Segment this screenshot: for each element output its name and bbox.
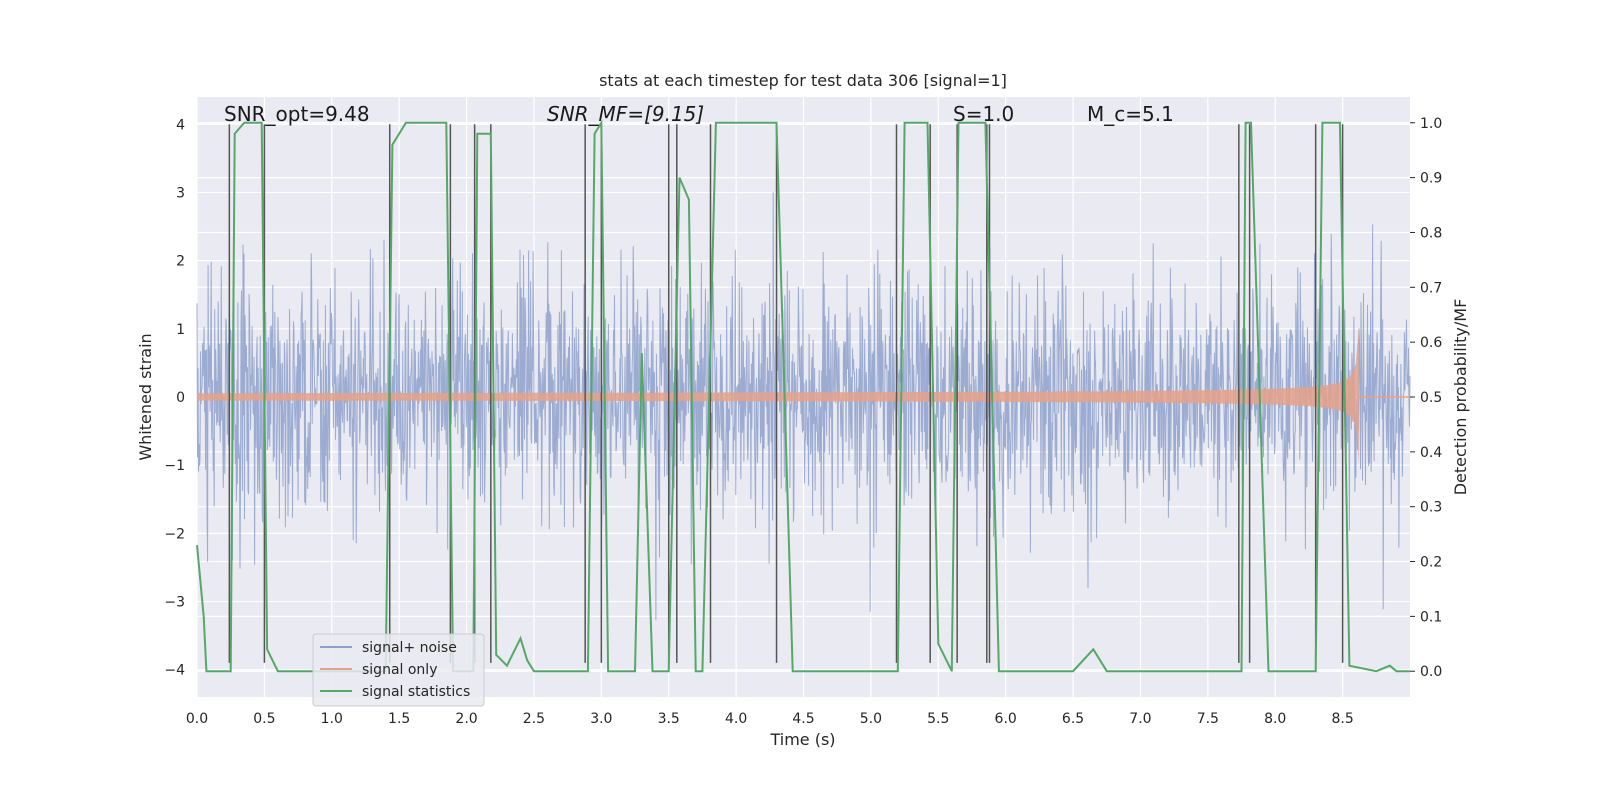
y2-axis-label: Detection probability/MF [1451, 299, 1470, 496]
x-tick-label-12: 6.0 [995, 711, 1017, 727]
y2-tick-label-8: 0.8 [1420, 225, 1442, 241]
chart-title: stats at each timestep for test data 306… [599, 71, 1007, 90]
x-axis: 0.0 0.5 1.0 1.5 2.0 2.5 3.0 3.5 4.0 4.5 5.0 5.5 6.0 6… [186, 711, 1354, 727]
y-tick-label-7: 3 [176, 185, 185, 201]
x-tick-label-8: 4.0 [725, 711, 747, 727]
x-tick-label-6: 3.0 [590, 711, 612, 727]
legend-box [312, 633, 485, 707]
y2-tick-label-3: 0.3 [1420, 500, 1442, 516]
signal-only-series [197, 325, 1410, 464]
signal-noise-series [196, 192, 1411, 621]
y-tick-label-2: −2 [164, 526, 185, 542]
annotation-snr-opt: SNR_opt=9.48 [224, 102, 370, 126]
annotations: SNR_opt=9.48 SNR_MF=[9.15] S=1.0 M_c=5.1 [224, 102, 1174, 126]
y-tick-label-6: 2 [176, 254, 185, 270]
y-axis-right: 0.0 0.1 0.2 0.3 0.4 0.5 0.6 0.7 0.8 0.9 1.0 [1410, 116, 1442, 680]
x-tick-label-2: 1.0 [321, 711, 343, 727]
legend-label-stats: signal statistics [362, 684, 470, 700]
x-tick-label-4: 2.0 [455, 711, 477, 727]
annotation-s: S=1.0 [953, 102, 1014, 126]
x-tick-label-14: 7.0 [1129, 711, 1151, 727]
legend-label-noise: signal+ noise [362, 640, 457, 656]
y-tick-label-4: 0 [176, 390, 185, 406]
annotation-snr-mf: SNR_MF=[9.15] [547, 102, 704, 126]
x-tick-label-9: 4.5 [792, 711, 814, 727]
x-tick-label-7: 3.5 [658, 711, 680, 727]
y2-tick-label-6: 0.6 [1420, 335, 1442, 351]
x-tick-label-10: 5.0 [860, 711, 882, 727]
x-tick-label-11: 5.5 [927, 711, 949, 727]
y2-tick-label-2: 0.2 [1420, 555, 1442, 571]
y-tick-label-1: −3 [164, 595, 185, 611]
y2-tick-label-5: 0.5 [1420, 390, 1442, 406]
y2-tick-label-7: 0.7 [1420, 280, 1442, 296]
x-tick-label-3: 1.5 [388, 711, 410, 727]
y2-tick-label-10: 1.0 [1420, 116, 1442, 132]
chirp-envelope [197, 325, 1359, 464]
noise-trace [196, 192, 1411, 621]
y-tick-label-3: −1 [164, 458, 185, 474]
x-tick-label-13: 6.5 [1062, 711, 1084, 727]
legend: signal+ noise signal only signal statist… [312, 633, 485, 707]
y-axis-label: Whitened strain [136, 333, 155, 460]
y2-tick-label-0: 0.0 [1420, 664, 1442, 680]
x-tick-label-1: 0.5 [253, 711, 275, 727]
y2-tick-label-9: 0.9 [1420, 171, 1442, 187]
x-tick-label-17: 8.5 [1331, 711, 1353, 727]
x-axis-label: Time (s) [769, 730, 835, 749]
y2-tick-label-4: 0.4 [1420, 445, 1442, 461]
x-tick-label-5: 2.5 [523, 711, 545, 727]
x-tick-label-16: 8.0 [1264, 711, 1286, 727]
y2-tick-label-1: 0.1 [1420, 609, 1442, 625]
x-tick-label-0: 0.0 [186, 711, 208, 727]
x-tick-label-15: 7.5 [1197, 711, 1219, 727]
annotation-mc: M_c=5.1 [1087, 102, 1174, 126]
legend-label-signal: signal only [362, 662, 437, 678]
y-axis-left: −4 −3 −2 −1 0 1 2 3 4 [164, 117, 185, 678]
y-tick-label-0: −4 [164, 663, 185, 679]
y-tick-label-5: 1 [176, 322, 185, 338]
y-tick-label-8: 4 [176, 117, 185, 133]
